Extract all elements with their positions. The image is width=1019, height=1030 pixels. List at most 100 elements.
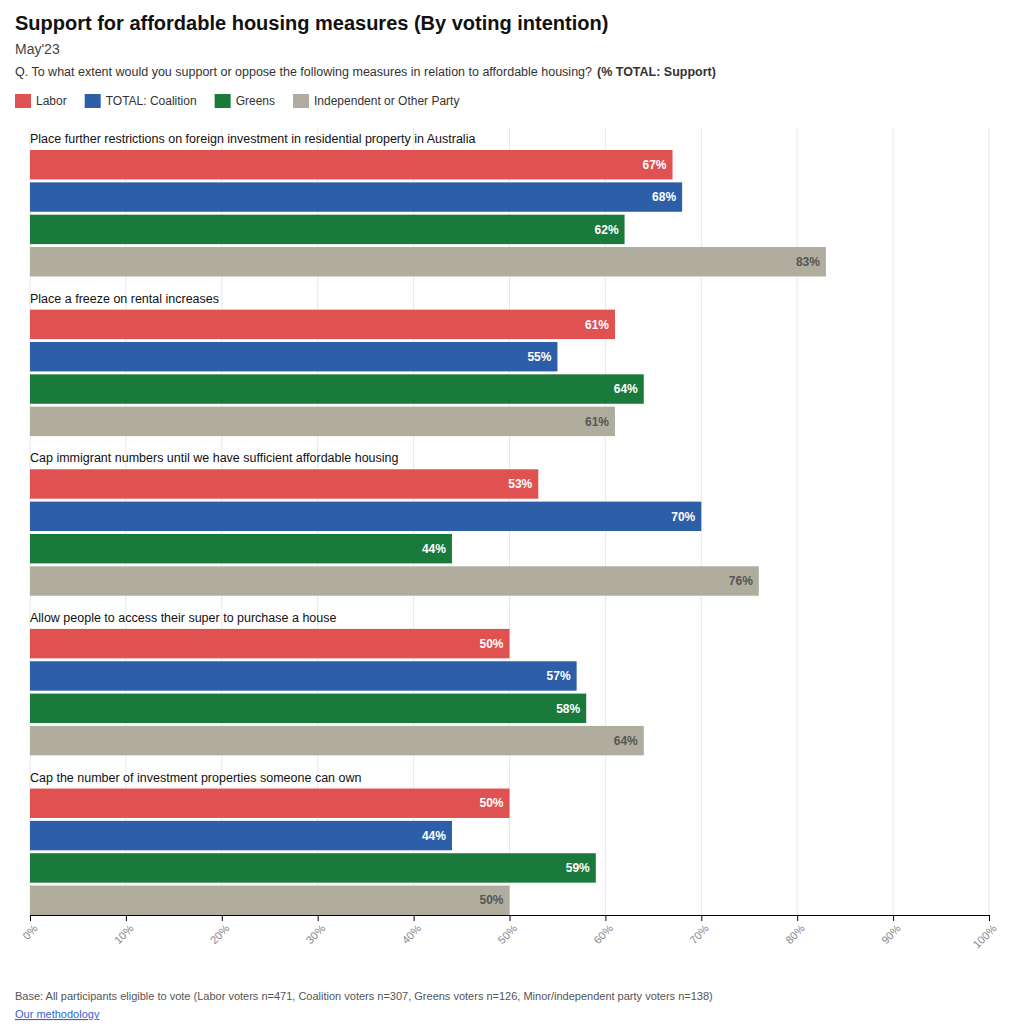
- x-tick: 80%: [783, 915, 807, 946]
- data-label: 83%: [796, 255, 820, 269]
- x-tick-label: 90%: [879, 922, 903, 946]
- title: Support for affordable housing measures …: [15, 12, 608, 34]
- x-tick-mark: [797, 915, 798, 921]
- grid: [30, 128, 989, 915]
- data-label: 44%: [422, 829, 446, 843]
- x-tick-label: 60%: [591, 922, 615, 946]
- x-tick: 20%: [208, 915, 232, 946]
- grid-line: [893, 128, 894, 915]
- data-label: 61%: [585, 318, 609, 332]
- legend: Labor TOTAL: Coalition Greens Independent o…: [15, 94, 459, 108]
- x-tick-label: 100%: [970, 922, 999, 951]
- category-label: Allow people to access their super to pu…: [30, 611, 336, 625]
- x-tick-mark: [510, 915, 511, 921]
- legend-item: Greens: [215, 94, 275, 108]
- labels: Place further restrictions on foreign in…: [30, 132, 820, 907]
- x-tick-label: 40%: [399, 922, 423, 946]
- bar: [30, 821, 452, 850]
- x-tick-label: 50%: [495, 922, 519, 946]
- bar: [30, 247, 826, 276]
- data-label: 50%: [479, 893, 503, 907]
- x-tick-mark: [605, 915, 606, 921]
- data-label: 53%: [508, 477, 532, 491]
- category-label: Place further restrictions on foreign in…: [30, 132, 475, 146]
- question: Q. To what extent would you support or o…: [15, 65, 592, 79]
- bar: [30, 150, 673, 179]
- subtitle: May'23: [15, 41, 60, 57]
- grid-line: [797, 128, 798, 915]
- data-label: 76%: [729, 574, 753, 588]
- bar: [30, 566, 759, 595]
- data-label: 57%: [547, 669, 571, 683]
- bar: [30, 374, 644, 403]
- legend-item: Independent or Other Party: [293, 94, 459, 108]
- x-tick-label: 70%: [687, 922, 711, 946]
- bar: [30, 629, 510, 658]
- data-label: 50%: [479, 637, 503, 651]
- bar: [30, 726, 644, 755]
- bars: [30, 150, 826, 915]
- bar: [30, 310, 615, 339]
- x-tick-mark: [989, 915, 990, 921]
- x-tick: 50%: [495, 915, 519, 946]
- footnote: Base: All participants eligible to vote …: [15, 990, 713, 1002]
- data-label: 64%: [614, 382, 638, 396]
- background: [0, 0, 1019, 1030]
- legend-swatch: [85, 94, 101, 108]
- bar: [30, 469, 538, 498]
- x-tick-mark: [893, 915, 894, 921]
- x-tick: 10%: [112, 915, 136, 946]
- x-tick: 60%: [591, 915, 615, 946]
- x-tick-label: 30%: [303, 922, 327, 946]
- legend-label: Independent or Other Party: [314, 94, 459, 108]
- legend-label: TOTAL: Coalition: [106, 94, 197, 108]
- bar: [30, 182, 682, 211]
- grid-line: [989, 128, 990, 915]
- x-axis-line: [31, 916, 990, 922]
- bar: [30, 789, 510, 818]
- x-tick: 90%: [879, 915, 903, 946]
- data-label: 62%: [595, 223, 619, 237]
- data-label: 55%: [527, 350, 551, 364]
- bar: [30, 534, 452, 563]
- x-tick-label: 0%: [20, 922, 40, 942]
- bar: [30, 886, 510, 915]
- methodology-link[interactable]: Our methodology: [15, 1008, 100, 1020]
- bar: [30, 215, 625, 244]
- x-tick-mark: [222, 915, 223, 921]
- legend-swatch: [215, 94, 231, 108]
- x-axis: 0% 10% 20% 30% 40% 50% 60% 70% 80% 90% 100%: [20, 915, 999, 950]
- x-tick-label: 10%: [112, 922, 136, 946]
- legend-swatch: [293, 94, 309, 108]
- x-tick-mark: [126, 915, 127, 921]
- data-label: 67%: [642, 158, 666, 172]
- data-label: 61%: [585, 415, 609, 429]
- x-tick: 0%: [20, 915, 40, 942]
- data-label: 64%: [614, 734, 638, 748]
- chart: Support for affordable housing measures …: [0, 0, 1019, 1030]
- legend-item: TOTAL: Coalition: [85, 94, 197, 108]
- x-tick: 40%: [399, 915, 423, 946]
- data-label: 70%: [671, 510, 695, 524]
- bar: [30, 661, 577, 690]
- category-label: Cap immigrant numbers until we have suff…: [30, 451, 399, 465]
- bar: [30, 694, 586, 723]
- bar: [30, 853, 596, 882]
- bar: [30, 342, 557, 371]
- legend-swatch: [15, 94, 31, 108]
- data-label: 59%: [566, 861, 590, 875]
- x-tick: 70%: [687, 915, 711, 946]
- x-tick: 30%: [303, 915, 327, 946]
- x-tick-mark: [30, 915, 31, 921]
- data-label: 50%: [479, 796, 503, 810]
- legend-label: Labor: [36, 94, 67, 108]
- category-label: Cap the number of investment properties …: [30, 771, 361, 785]
- data-label: 68%: [652, 190, 676, 204]
- x-tick-label: 80%: [783, 922, 807, 946]
- category-label: Place a freeze on rental increases: [30, 292, 219, 306]
- question-emphasis: (% TOTAL: Support): [597, 65, 716, 79]
- legend-item: Labor: [15, 94, 67, 108]
- x-tick-mark: [318, 915, 319, 921]
- x-tick-mark: [701, 915, 702, 921]
- bar: [30, 502, 701, 531]
